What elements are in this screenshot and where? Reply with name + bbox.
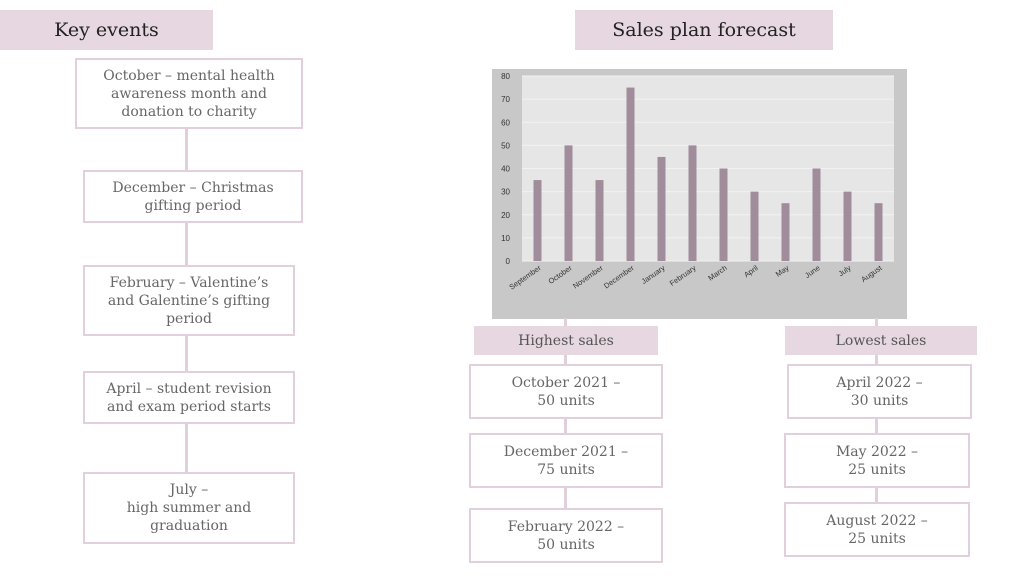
bar-july (843, 191, 852, 261)
x-tick-label: August (859, 263, 884, 284)
bar-may (781, 203, 790, 261)
x-tick-label: February (668, 263, 698, 288)
chart-svg: 0 10 20 30 40 50 60 70 80 September OctoberNovembe… (501, 72, 894, 292)
lowest-item-april: April 2022 – 30 units (787, 364, 972, 419)
event-text: December – Christmas gifting period (112, 179, 274, 214)
x-tick-label: January (640, 263, 667, 286)
highest-sales-text: Highest sales (518, 332, 614, 349)
event-box-april: April – student revision and exam period… (83, 371, 295, 424)
event-box-february: February – Valentine’s and Galentine’s g… (83, 265, 295, 336)
lowest-sales-text: Lowest sales (835, 332, 927, 349)
y-tick-label: 20 (501, 211, 510, 220)
highest-item-text: October 2021 – 50 units (511, 374, 621, 409)
event-text: April – student revision and exam period… (106, 380, 272, 415)
bar-march (719, 168, 728, 261)
lowest-item-august: August 2022 – 25 units (784, 502, 970, 557)
y-tick-label: 30 (501, 188, 510, 197)
highest-item-february: February 2022 – 50 units (469, 508, 663, 563)
y-tick-label: 60 (501, 118, 510, 127)
event-text: October – mental health awareness month … (103, 67, 275, 120)
sales-bar-chart: 0 10 20 30 40 50 60 70 80 September October Novembe… (492, 69, 907, 319)
lowest-item-text: May 2022 – 25 units (835, 443, 919, 478)
y-tick-label: 40 (501, 165, 510, 174)
highest-item-text: February 2022 – 50 units (507, 518, 625, 553)
event-box-october: October – mental health awareness month … (75, 58, 303, 129)
x-tick-label: May (774, 263, 791, 279)
bar-september (533, 180, 542, 261)
event-box-july: July – high summer and graduation (83, 472, 295, 544)
x-tick-label: June (803, 263, 821, 280)
x-tick-label: November (571, 263, 605, 291)
bar-february (688, 145, 697, 261)
highest-item-text: December 2021 – 75 units (503, 443, 629, 478)
x-tick-label: September (507, 263, 543, 292)
highest-item-december: December 2021 – 75 units (469, 433, 663, 488)
x-tick-label: December (602, 263, 636, 291)
y-tick-label: 0 (506, 257, 511, 266)
x-tick-label: March (706, 263, 728, 282)
bar-october (564, 145, 573, 261)
event-text: July – high summer and graduation (126, 482, 252, 534)
key-events-title-text: Key events (54, 19, 159, 41)
bar-april (750, 191, 759, 261)
bar-january (657, 156, 666, 261)
x-tick-label: April (742, 263, 760, 279)
highest-sales-label: Highest sales (474, 326, 658, 355)
x-tick-label: July (837, 263, 853, 278)
bar-december (626, 87, 635, 261)
lowest-item-text: April 2022 – 30 units (836, 374, 923, 409)
x-tick-label: October (547, 263, 574, 286)
lowest-item-text: August 2022 – 25 units (826, 512, 928, 547)
bar-august (874, 203, 883, 261)
y-tick-label: 80 (501, 72, 510, 81)
lowest-item-may: May 2022 – 25 units (784, 433, 970, 488)
y-tick-label: 10 (501, 234, 510, 243)
bar-june (812, 168, 821, 261)
y-tick-label: 70 (501, 95, 510, 104)
event-box-december: December – Christmas gifting period (83, 170, 303, 223)
sales-forecast-title-text: Sales plan forecast (612, 19, 796, 41)
sales-forecast-title: Sales plan forecast (575, 10, 833, 50)
highest-item-october: October 2021 – 50 units (469, 364, 663, 419)
event-text: February – Valentine’s and Galentine’s g… (107, 274, 271, 327)
lowest-sales-label: Lowest sales (785, 326, 977, 355)
key-events-title: Key events (0, 10, 213, 50)
bar-november (595, 180, 604, 261)
y-tick-label: 50 (501, 141, 510, 150)
